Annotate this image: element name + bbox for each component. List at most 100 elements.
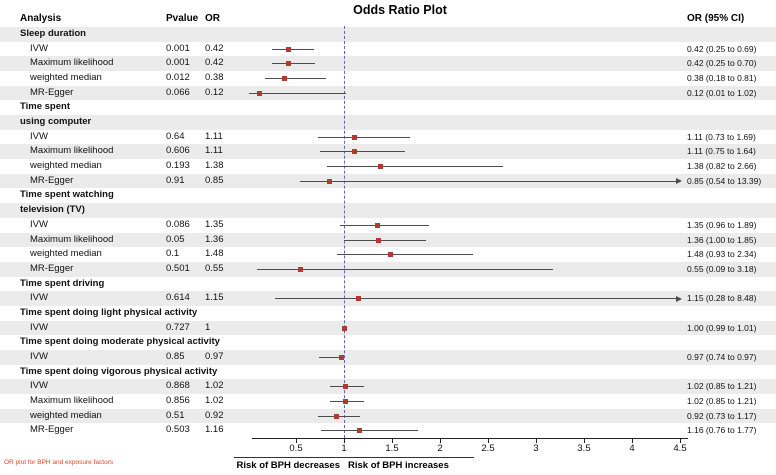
analysis-label: Time spent driving (20, 277, 105, 289)
x-axis-tick (296, 439, 297, 443)
or-value: 0.42 (205, 42, 224, 54)
or-value: 1.02 (205, 380, 224, 392)
or-value: 1.35 (205, 218, 224, 230)
result-row: IVW 0.868 1.02 1.02 (0.85 to 1.21) (0, 379, 776, 394)
x-axis-tick (632, 439, 633, 443)
x-axis-tick-label: 4 (629, 443, 635, 454)
or-ci-text: 1.38 (0.82 to 2.66) (687, 161, 757, 172)
group-label-row: Time spent driving (0, 277, 776, 292)
pvalue-value: 0.727 (166, 321, 190, 333)
x-axis-tick (392, 439, 393, 443)
or-point-marker (341, 325, 347, 331)
pvalue-value: 0.64 (166, 130, 185, 142)
column-header-or-ci: OR (95% CI) (687, 13, 745, 24)
analysis-label: Time spent doing vigorous physical activ… (20, 365, 218, 377)
pvalue-value: 0.066 (166, 86, 190, 98)
result-row: weighted median 0.193 1.38 1.38 (0.82 to 2.… (0, 159, 776, 174)
or-value: 1.02 (205, 395, 224, 406)
analysis-label: MR-Egger (30, 86, 74, 98)
x-axis-tick-label: 1.5 (385, 443, 399, 454)
or-value: 1.38 (205, 160, 224, 172)
or-point-marker (257, 90, 263, 96)
or-point-marker (343, 399, 349, 404)
analysis-label: MR-Egger (30, 424, 74, 436)
or-point-marker (377, 164, 383, 170)
offscale-arrow-icon (676, 295, 682, 302)
axis-underline (234, 457, 474, 458)
or-ci-text: 1.11 (0.73 to 1.69) (687, 131, 756, 142)
result-row: Maximum likelihood 0.001 0.42 0.42 (0.25 to… (0, 56, 776, 72)
or-value: 1.11 (205, 130, 223, 142)
pvalue-value: 0.001 (166, 57, 190, 69)
or-point-marker (356, 428, 362, 434)
x-axis-tick-label: 1 (341, 443, 347, 454)
column-header-or: OR (205, 13, 220, 24)
or-ci-text: 1.15 (0.28 to 8.48) (687, 293, 757, 304)
x-axis-tick (344, 439, 345, 443)
confidence-interval-line (272, 48, 315, 50)
or-value: 1.15 (205, 292, 224, 304)
figure-note: OR plot for BPH and exposure factors (4, 459, 114, 466)
group-label-row: Sleep duration (0, 27, 776, 42)
or-point-marker (343, 384, 349, 390)
result-row: MR-Egger 0.91 0.85 0.85 (0.54 to 13.39) (0, 173, 776, 189)
result-row: weighted median 0.1 1.48 1.48 (0.93 to 2.34… (0, 247, 776, 262)
analysis-label: Time spent watching (20, 189, 114, 201)
pvalue-value: 0.193 (166, 160, 190, 172)
analysis-label: Maximum likelihood (30, 395, 114, 406)
offscale-arrow-icon (676, 178, 682, 185)
result-row: MR-Egger 0.501 0.55 0.55 (0.09 to 3.18) (0, 261, 776, 277)
or-value: 0.85 (205, 174, 224, 186)
analysis-label: using computer (20, 116, 92, 128)
or-ci-text: 1.00 (0.99 to 1.01) (687, 322, 757, 333)
or-value: 1 (205, 321, 211, 333)
pvalue-value: 0.614 (166, 292, 190, 304)
x-axis-tick (680, 439, 681, 443)
result-row: IVW 0.727 1 1.00 (0.99 to 1.01) (0, 320, 776, 336)
analysis-label: IVW (30, 292, 48, 304)
pvalue-value: 0.501 (166, 262, 190, 274)
analysis-label: MR-Egger (30, 262, 74, 274)
result-row: MR-Egger 0.503 1.16 1.16 (0.76 to 1.77) (0, 423, 776, 438)
or-point-marker (376, 237, 382, 243)
analysis-label: IVW (30, 321, 48, 333)
analysis-label: IVW (30, 218, 48, 230)
x-axis-tick (488, 439, 489, 443)
or-value: 1.48 (205, 248, 224, 260)
or-value: 0.38 (205, 72, 224, 84)
pvalue-value: 0.85 (166, 350, 185, 362)
column-header-analysis: Analysis (20, 13, 62, 24)
confidence-interval-line (265, 78, 326, 80)
analysis-label: weighted median (30, 160, 102, 172)
confidence-interval-line (256, 268, 554, 270)
or-value: 1.16 (205, 424, 224, 436)
result-row: Maximum likelihood 0.606 1.11 1.11 (0.75 to… (0, 144, 776, 160)
or-ci-text: 1.35 (0.96 to 1.89) (687, 219, 757, 230)
analysis-label: Time spent doing light physical activity (20, 306, 198, 318)
analysis-label: weighted median (30, 72, 102, 84)
result-row: IVW 0.64 1.11 1.11 (0.73 to 1.69) (0, 130, 776, 145)
result-row: weighted median 0.012 0.38 0.38 (0.18 to 0.… (0, 71, 776, 86)
x-axis-tick-label: 2.5 (481, 443, 495, 454)
analysis-label: IVW (30, 350, 48, 362)
x-axis-tick-label: 4.5 (673, 443, 687, 454)
confidence-interval-line (248, 92, 346, 94)
or-ci-text: 0.38 (0.18 to 0.81) (687, 73, 757, 84)
or-ci-text: 0.12 (0.01 to 1.02) (687, 87, 757, 98)
reference-line (344, 26, 345, 438)
pvalue-value: 0.606 (166, 145, 190, 157)
result-row: MR-Egger 0.066 0.12 0.12 (0.01 to 1.02) (0, 85, 776, 101)
or-value: 0.12 (205, 86, 224, 98)
or-point-marker (387, 252, 393, 258)
pvalue-value: 0.012 (166, 72, 190, 84)
group-label-row: Time spent (0, 100, 776, 115)
analysis-label: Maximum likelihood (30, 57, 114, 69)
or-value: 1.36 (205, 233, 224, 245)
analysis-label: television (TV) (20, 204, 85, 216)
x-axis-tick-label: 3.5 (577, 443, 591, 454)
or-ci-text: 0.55 (0.09 to 3.18) (687, 263, 757, 274)
or-point-marker (281, 76, 287, 82)
confidence-interval-line (274, 298, 676, 300)
x-axis-tick-label: 3 (533, 443, 539, 454)
column-header-pvalue: Pvalue (166, 13, 199, 24)
